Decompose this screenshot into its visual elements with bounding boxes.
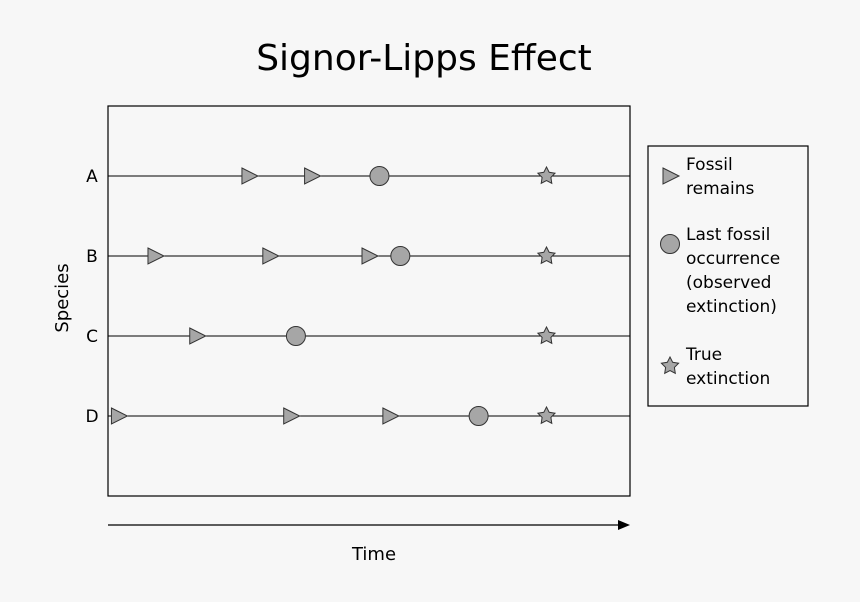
fossil-triangle-point-a (241, 167, 260, 185)
fossil-triangle-point-b (361, 247, 380, 265)
x-axis-label: Time (351, 544, 396, 565)
legend: Fossil remains Last fossil occurrence (obser… (660, 155, 780, 389)
fossil-triangle-point-d (110, 407, 129, 425)
legend-label-line: occurrence (686, 249, 780, 269)
legend-box (647, 145, 809, 407)
legend-label-line: remains (686, 179, 755, 199)
time-arrow-head (618, 520, 630, 530)
legend-label-line: (observed (686, 273, 771, 293)
fossil-marks (110, 165, 557, 426)
legend-label-line: Last fossil (686, 225, 770, 245)
true-extinction-star-point-b (536, 245, 557, 265)
plot-frame (107, 105, 631, 497)
last-occurrence-circle-point-a (369, 166, 390, 186)
fossil-triangle-point-b (147, 247, 166, 265)
fossil-triangle-point-b (262, 247, 280, 265)
true-extinction-star-point-c (536, 325, 557, 345)
legend-label-line: extinction (686, 369, 770, 389)
last-occurrence-circle-point-c (285, 326, 306, 346)
chart-title: Signor-Lipps Effect (256, 38, 592, 79)
y-axis-label: Species (52, 263, 73, 332)
species-label-b: B (86, 247, 98, 267)
legend-star-icon (660, 355, 680, 375)
legend-circle-icon (660, 234, 680, 254)
legend-label-line: extinction) (686, 297, 777, 317)
legend-triangle-icon (662, 167, 681, 185)
legend-label-line: True (685, 345, 722, 365)
legend-label-line: Fossil (686, 155, 733, 175)
species-rows: A B C D (85, 167, 630, 427)
species-label-c: C (86, 327, 98, 347)
species-label-a: A (86, 167, 98, 187)
fossil-triangle-point-d (283, 407, 301, 425)
species-label-d: D (85, 407, 98, 427)
true-extinction-star-point-a (536, 165, 557, 185)
last-occurrence-circle-point-b (390, 246, 411, 266)
fossil-triangle-point-d (382, 407, 400, 425)
true-extinction-star-point-d (536, 405, 557, 425)
fossil-triangle-point-c (189, 327, 207, 345)
fossil-triangle-point-a (304, 167, 322, 185)
last-occurrence-circle-point-d (468, 406, 489, 426)
